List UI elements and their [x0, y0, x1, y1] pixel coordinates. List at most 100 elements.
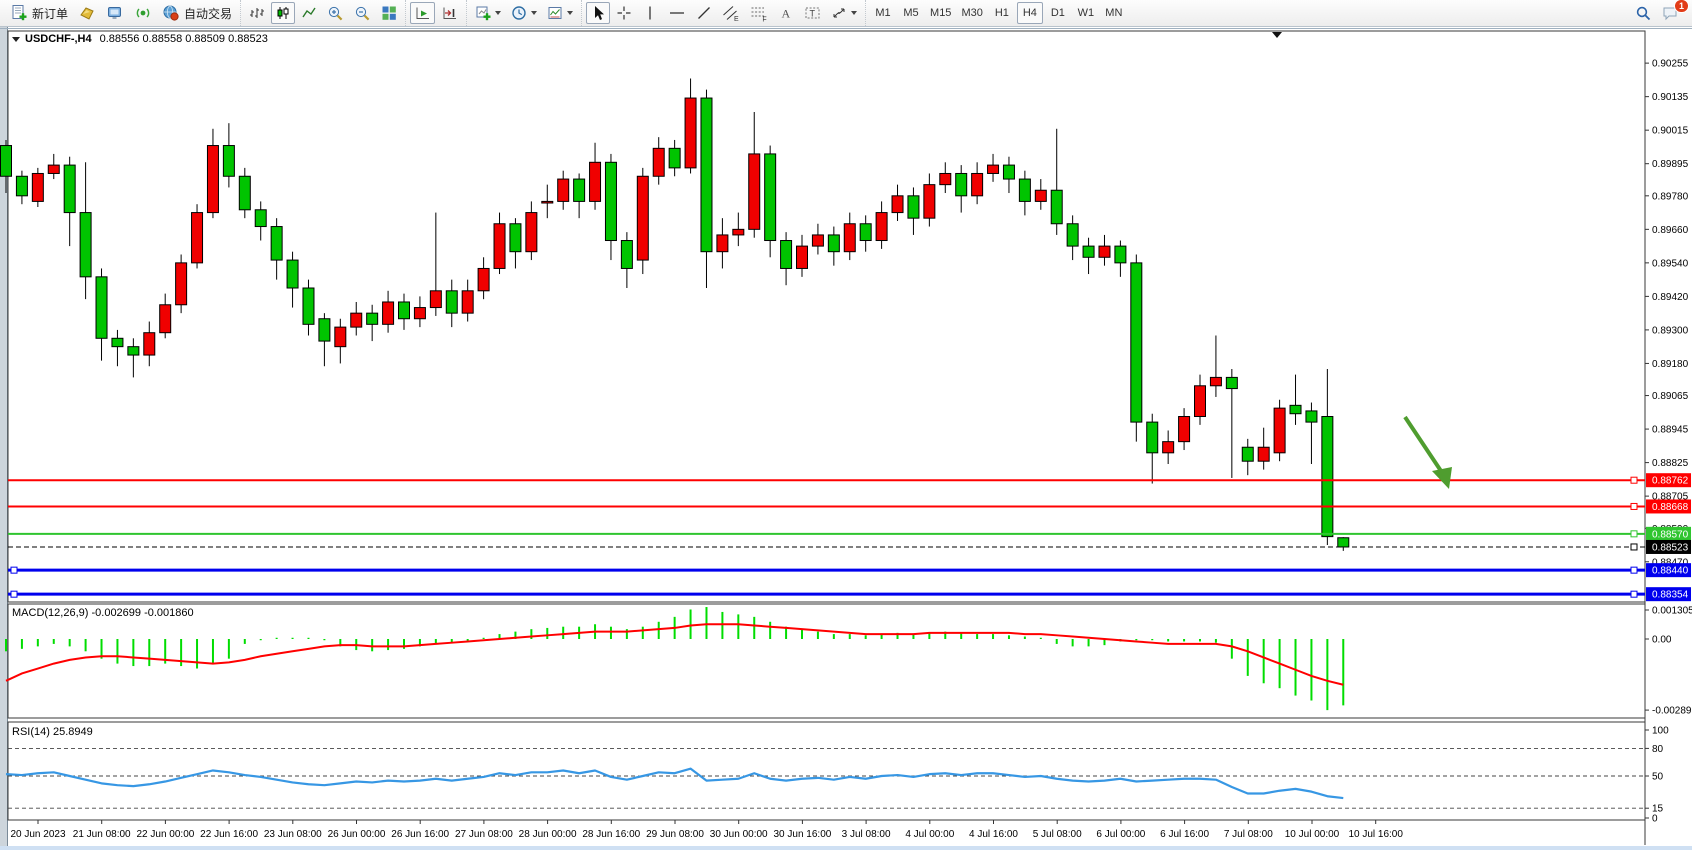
candle — [1273, 399, 1286, 462]
zoom-out-button[interactable] — [350, 2, 375, 24]
timeframe-h4-button[interactable]: H4 — [1016, 2, 1043, 24]
timeframe-w1-button[interactable]: W1 — [1077, 7, 1095, 19]
svg-text:15: 15 — [1652, 804, 1664, 815]
chart-shift-button[interactable] — [437, 2, 462, 24]
signals-button[interactable] — [130, 2, 156, 24]
crosshair-icon — [617, 6, 631, 20]
timeframe-d1-button[interactable]: D1 — [1050, 7, 1065, 19]
candlestick-chart-button[interactable] — [271, 2, 296, 24]
chart-canvas[interactable]: 0.90255 0.90135 0.90015 0.89895 0.89780 0.896… — [0, 27, 1692, 850]
price-axis[interactable]: 0.90255 0.90135 0.90015 0.89895 0.89780 0.896… — [1645, 59, 1691, 602]
svg-text:F: F — [762, 16, 766, 21]
rsi-value: 25.8949 — [52, 726, 93, 738]
arrow-annotation[interactable] — [1403, 415, 1452, 489]
candle — [79, 162, 92, 300]
candle — [15, 170, 28, 205]
chart-shift-marker[interactable] — [1272, 32, 1282, 38]
time-label: 20 Jun 2023 — [10, 829, 65, 840]
text-label-tool-button[interactable]: T — [800, 2, 825, 24]
period-button[interactable] — [507, 2, 541, 24]
time-label: 22 Jun 00:00 — [136, 829, 194, 840]
time-label: 26 Jun 16:00 — [391, 829, 449, 840]
line-chart-button[interactable] — [297, 2, 321, 24]
market-depth-button[interactable] — [102, 2, 128, 24]
crosshair-tool-button[interactable] — [612, 2, 636, 24]
candle — [1162, 430, 1175, 464]
rsi-line — [5, 767, 1344, 800]
candle — [111, 329, 124, 367]
rsi-panel[interactable]: 100 80 50 150 — [5, 726, 1669, 825]
time-label: 29 Jun 08:00 — [646, 829, 704, 840]
timeframe-mn-button[interactable]: MN — [1105, 7, 1123, 19]
vertical-line-tool-button[interactable] — [638, 2, 662, 24]
search-button[interactable] — [1631, 2, 1656, 24]
zoom-in-button[interactable] — [323, 2, 348, 24]
candle — [0, 139, 12, 194]
candle — [557, 170, 570, 210]
time-label: 6 Jul 16:00 — [1160, 829, 1209, 840]
metaeditor-button[interactable] — [74, 2, 100, 24]
candle — [684, 78, 697, 174]
arrows-tool-button[interactable] — [827, 2, 861, 24]
tile-windows-button[interactable] — [377, 2, 401, 24]
text-tool-button[interactable]: A — [774, 2, 798, 24]
candle — [31, 167, 44, 207]
autotrade-button[interactable]: 自动交易 — [158, 2, 236, 24]
timeframe-m1-button[interactable]: M1 — [875, 7, 891, 19]
time-label: 28 Jun 00:00 — [519, 829, 577, 840]
notifications-button[interactable]: 1 — [1658, 0, 1689, 24]
svg-text:0.88668: 0.88668 — [1652, 502, 1689, 513]
template-button[interactable] — [543, 2, 577, 24]
candle — [286, 251, 299, 308]
svg-text:0.89420: 0.89420 — [1652, 292, 1689, 303]
bar-chart-button[interactable] — [245, 2, 269, 24]
collapse-triangle-icon[interactable] — [12, 36, 20, 42]
price-level-0.88570[interactable] — [8, 530, 1645, 538]
auto-scroll-icon — [416, 7, 430, 19]
candle — [652, 137, 665, 185]
timeframe-m5-button[interactable]: M5 — [903, 7, 919, 19]
time-axis[interactable]: 20 Jun 2023 21 Jun 08:00 22 Jun 00:00 22 Ju… — [10, 820, 1403, 840]
svg-text:0.001305: 0.001305 — [1652, 606, 1692, 617]
price-level-0.88440[interactable] — [8, 566, 1645, 574]
time-label: 27 Jun 08:00 — [455, 829, 513, 840]
price-levels-layer[interactable] — [8, 476, 1645, 598]
price-level-badge: 0.88354 — [1646, 587, 1691, 602]
svg-text:T: T — [810, 9, 816, 19]
template-icon — [548, 6, 562, 19]
equidistant-channel-tool-button[interactable]: E — [718, 2, 744, 24]
macd-panel[interactable]: 0.001305 0.00 -0.00289 — [5, 606, 1692, 717]
timeframe-h1-button[interactable]: H1 — [994, 7, 1009, 19]
cursor-tool-button[interactable] — [586, 2, 611, 24]
candle — [796, 234, 808, 277]
horizontal-line-tool-button[interactable] — [664, 2, 690, 24]
zoom-in-icon — [328, 6, 343, 20]
price-level-0.88668[interactable] — [8, 502, 1645, 510]
new-chart-button[interactable] — [471, 2, 505, 24]
svg-text:0.89300: 0.89300 — [1652, 325, 1689, 336]
new-order-button[interactable]: 新订单 — [6, 2, 72, 24]
svg-text:E: E — [734, 16, 739, 22]
candle — [1337, 537, 1350, 551]
time-label: 30 Jun 16:00 — [773, 829, 831, 840]
candle — [1257, 427, 1270, 470]
candle — [525, 201, 538, 261]
timeframe-m30-button[interactable]: M30 — [961, 7, 983, 19]
candle — [413, 296, 426, 328]
price-level-0.88762[interactable] — [8, 476, 1645, 484]
candle — [1034, 179, 1047, 210]
price-level-0.88523[interactable] — [8, 543, 1645, 551]
timeframe-m15-button[interactable]: M15 — [930, 7, 952, 19]
text-icon: A — [782, 7, 791, 21]
candle — [1018, 170, 1031, 216]
candle — [382, 290, 395, 333]
cursor-icon — [595, 6, 605, 20]
auto-scroll-button[interactable] — [410, 2, 436, 24]
fibonacci-tool-button[interactable]: F — [746, 2, 772, 24]
candle — [206, 128, 219, 219]
trendline-tool-button[interactable] — [692, 2, 716, 24]
svg-text:0.89180: 0.89180 — [1652, 359, 1689, 370]
svg-text:0.88470: 0.88470 — [1652, 557, 1689, 568]
price-level-0.88354[interactable] — [8, 590, 1645, 598]
chart-window[interactable]: 0.90255 0.90135 0.90015 0.89895 0.89780 0.896… — [0, 27, 1692, 850]
